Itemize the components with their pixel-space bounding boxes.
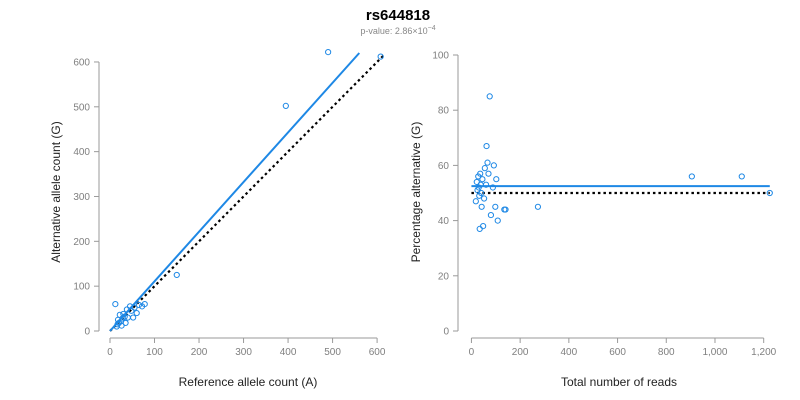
right-data-point bbox=[476, 225, 483, 232]
right-data-point bbox=[481, 195, 488, 202]
right-x-tick-label: 800 bbox=[658, 347, 675, 358]
right-data-point bbox=[480, 223, 487, 230]
right-data-point bbox=[485, 170, 492, 177]
right-data-point bbox=[478, 189, 485, 197]
left-data-point bbox=[282, 102, 289, 110]
right-x-tick-label: 1,000 bbox=[702, 347, 727, 358]
right-y-axis-label: Percentage alternative (G) bbox=[409, 122, 423, 263]
right-data-point bbox=[487, 211, 495, 219]
right-y-tick-label: 80 bbox=[438, 106, 450, 117]
right-x-tick-label: 0 bbox=[469, 347, 475, 358]
left-data-point bbox=[141, 300, 148, 308]
left-data-point bbox=[118, 322, 125, 329]
right-data-point bbox=[493, 176, 500, 183]
left-y-tick-label: 400 bbox=[73, 147, 90, 158]
right-data-point bbox=[489, 184, 496, 191]
right-data-point bbox=[486, 93, 493, 100]
left-data-point bbox=[128, 307, 135, 314]
left-reference-line bbox=[109, 54, 385, 332]
right-data-point bbox=[766, 189, 773, 197]
chart-title: rs644818 bbox=[366, 7, 430, 24]
left-y-tick-label: 600 bbox=[73, 57, 90, 68]
right-data-point bbox=[472, 198, 479, 205]
right-data-point bbox=[534, 203, 542, 210]
right-data-point bbox=[492, 203, 499, 210]
left-x-axis-label: Reference allele count (A) bbox=[179, 375, 318, 389]
right-data-point bbox=[478, 203, 485, 210]
left-fit-line bbox=[109, 52, 361, 332]
left-x-tick-label: 300 bbox=[235, 347, 252, 358]
left-y-tick-label: 0 bbox=[84, 327, 90, 338]
right-data-point bbox=[484, 159, 491, 166]
right-data-point bbox=[738, 173, 745, 180]
right-data-point bbox=[479, 176, 486, 183]
right-y-tick-label: 60 bbox=[438, 161, 450, 172]
right-x-tick-label: 600 bbox=[609, 347, 626, 358]
left-x-tick-label: 100 bbox=[146, 347, 163, 358]
right-x-tick-label: 400 bbox=[561, 347, 578, 358]
left-data-point bbox=[133, 309, 140, 317]
right-data-point bbox=[477, 170, 484, 177]
left-data-point bbox=[135, 301, 143, 309]
left-y-tick-label: 200 bbox=[73, 237, 90, 248]
right-y-tick-label: 0 bbox=[443, 327, 449, 338]
right-data-point bbox=[494, 217, 501, 224]
left-x-tick-label: 400 bbox=[280, 347, 297, 358]
right-data-point bbox=[482, 181, 490, 188]
left-data-point bbox=[114, 316, 122, 323]
left-x-tick-label: 0 bbox=[107, 347, 113, 358]
right-data-point bbox=[483, 142, 490, 150]
left-data-point bbox=[377, 53, 384, 60]
left-data-point bbox=[173, 271, 180, 279]
right-x-tick-label: 200 bbox=[512, 347, 529, 358]
chart-subtitle: p-value: 2.86×10−4 bbox=[360, 25, 435, 36]
left-x-tick-label: 500 bbox=[324, 347, 341, 358]
subtitle-text: p-value: 2.86×10 bbox=[360, 26, 427, 36]
right-y-tick-label: 40 bbox=[438, 216, 450, 227]
right-data-point bbox=[481, 165, 488, 172]
right-y-tick-label: 20 bbox=[438, 271, 450, 282]
left-y-axis-label: Alternative allele count (G) bbox=[49, 121, 63, 262]
left-x-tick-label: 600 bbox=[369, 347, 386, 358]
right-plot: 0 200 400 600 800 1,000 1,200 0 20 40 60 80 100 Total… bbox=[409, 51, 777, 390]
left-data-point bbox=[114, 321, 121, 328]
subtitle-exponent: −4 bbox=[428, 25, 436, 32]
left-y-tick-label: 500 bbox=[73, 102, 90, 113]
left-data-point bbox=[130, 314, 137, 321]
left-data-point bbox=[112, 300, 119, 308]
right-data-point bbox=[502, 206, 509, 213]
left-y-tick-label: 100 bbox=[73, 282, 90, 293]
left-data-point bbox=[131, 304, 138, 311]
left-data-point bbox=[121, 313, 128, 320]
left-plot: 0 100 200 300 400 500 600 0 100 200 300 400 500 600 Re… bbox=[49, 49, 386, 389]
left-data-point bbox=[124, 314, 131, 321]
right-data-point bbox=[490, 162, 497, 169]
right-x-tick-label: 1,200 bbox=[751, 347, 776, 358]
left-x-tick-label: 200 bbox=[191, 347, 208, 358]
left-y-tick-label: 300 bbox=[73, 192, 90, 203]
right-x-axis-label: Total number of reads bbox=[561, 375, 677, 389]
left-data-point bbox=[325, 49, 332, 56]
right-data-point bbox=[688, 173, 695, 180]
right-y-tick-label: 100 bbox=[432, 51, 449, 62]
